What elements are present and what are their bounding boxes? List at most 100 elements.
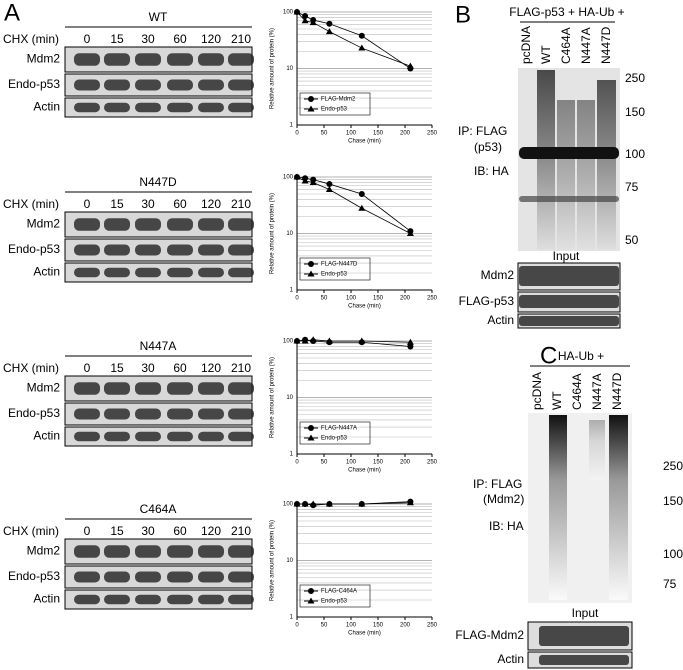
lane-label: pcDNA (530, 372, 544, 410)
time-label: 30 (141, 524, 155, 538)
band (198, 79, 224, 91)
x-tick-label: 200 (400, 460, 411, 466)
band (74, 267, 100, 278)
x-axis-label: Chase (min) (348, 304, 381, 310)
series-line (296, 176, 411, 232)
x-tick-label: 200 (400, 623, 411, 629)
band (519, 295, 619, 308)
band (135, 218, 161, 231)
y-axis-label: Relative amount of protein (%) (270, 520, 276, 601)
series-line (296, 11, 411, 67)
chx-label: CHX (min) (3, 524, 59, 538)
band (539, 655, 629, 665)
band (104, 408, 130, 420)
mw-label: 75 (663, 577, 677, 591)
marker (307, 270, 315, 277)
legend-box (299, 92, 371, 116)
x-tick-label: 250 (427, 296, 438, 302)
band (198, 102, 224, 113)
marker (326, 181, 333, 188)
time-label: 210 (231, 524, 251, 538)
x-tick-label: 150 (373, 460, 384, 466)
x-axis-label: Chase (min) (348, 139, 381, 145)
y-tick-label: 100 (283, 502, 294, 508)
time-label: 60 (173, 524, 187, 538)
band (167, 594, 193, 605)
marker (301, 177, 309, 184)
block-title: N447D (139, 175, 177, 189)
x-tick-label: 100 (346, 296, 357, 302)
band (539, 626, 629, 646)
band (135, 244, 161, 256)
time-label: 0 (84, 361, 91, 375)
band (228, 218, 254, 231)
marker (325, 186, 333, 193)
band (104, 571, 130, 583)
lane-label: WT (550, 391, 564, 410)
time-label: 0 (84, 197, 91, 211)
input-label: Input (572, 606, 599, 620)
band (135, 545, 161, 558)
marker (307, 597, 315, 604)
x-axis-label: Chase (min) (348, 631, 381, 637)
lane-label: N447A (590, 373, 604, 410)
time-label: 0 (84, 32, 91, 46)
band (167, 102, 193, 113)
band (198, 431, 224, 442)
band (228, 594, 254, 605)
x-tick-label: 0 (295, 296, 299, 302)
marker (308, 96, 314, 102)
time-label: 210 (231, 361, 251, 375)
band (198, 408, 224, 420)
time-label: 0 (84, 524, 91, 538)
band (74, 408, 100, 420)
panel-letter: C (540, 342, 557, 369)
time-label: 15 (110, 197, 124, 211)
time-label: 120 (201, 361, 221, 375)
mw-label: 100 (625, 147, 645, 161)
time-label: 15 (110, 32, 124, 46)
chx-label: CHX (min) (3, 32, 59, 46)
marker (307, 105, 315, 112)
time-label: 210 (231, 32, 251, 46)
band (228, 53, 254, 66)
band (198, 594, 224, 605)
marker (406, 230, 414, 236)
y-tick-label: 100 (283, 339, 294, 345)
legend-label: Endo-p53 (321, 272, 348, 278)
band (104, 53, 130, 66)
row-label: Actin (487, 313, 514, 327)
chx-label: CHX (min) (3, 197, 59, 211)
mw-label: 150 (663, 494, 683, 508)
marker (406, 499, 414, 506)
band (135, 408, 161, 420)
marker (307, 434, 315, 441)
row-label: Actin (33, 429, 60, 443)
x-tick-label: 150 (373, 296, 384, 302)
x-tick-label: 200 (400, 296, 411, 302)
row-label: Mdm2 (27, 544, 61, 558)
band (228, 267, 254, 278)
marker (358, 337, 366, 344)
band (104, 244, 130, 256)
time-label: 120 (201, 524, 221, 538)
band (198, 545, 224, 558)
time-label: 60 (173, 197, 187, 211)
y-tick-label: 10 (286, 66, 293, 72)
time-label: 15 (110, 361, 124, 375)
marker (407, 343, 414, 350)
y-tick-label: 1 (290, 452, 294, 458)
smear (537, 70, 555, 250)
row-label: Mdm2 (27, 381, 61, 395)
band (167, 244, 193, 256)
smear (557, 100, 575, 250)
x-axis-label: Chase (min) (348, 468, 381, 474)
mw-label: 250 (625, 71, 645, 85)
y-tick-label: 1 (290, 615, 294, 621)
row-label: FLAG-p53 (459, 294, 515, 308)
legend-label: FLAG-Mdm2 (321, 97, 356, 103)
marker (326, 20, 333, 27)
row-label: Endo-p53 (8, 77, 60, 91)
band (74, 79, 100, 91)
